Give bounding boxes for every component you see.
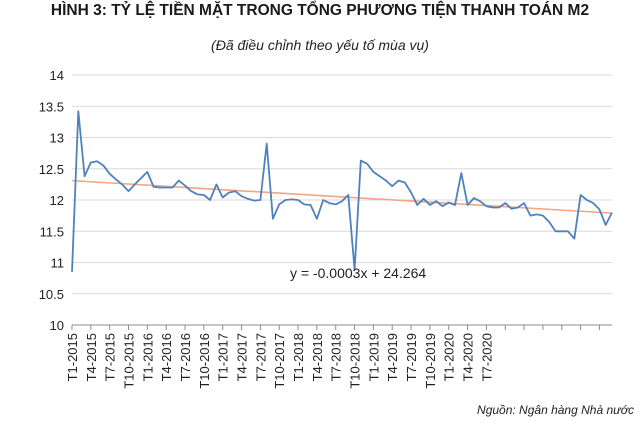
y-tick-label: 13: [50, 131, 64, 146]
trendline-group: [71, 179, 613, 214]
chart-subtitle: (Đã điều chỉnh theo yếu tố mùa vụ): [211, 37, 429, 53]
x-tick-label: T10-2015: [122, 333, 137, 389]
series-line: [71, 110, 613, 272]
x-tick-label: T10-2018: [348, 333, 363, 389]
x-axis: T1-2015 T4-2015 T7-2015 T10-2015 T1-2016 T4-2…: [65, 324, 612, 389]
y-tick-label: 11: [51, 256, 65, 271]
y-tick-label: 14: [50, 68, 64, 83]
series-group: [71, 110, 613, 272]
chart-title: HÌNH 3: TỶ LỆ TIỀN MẶT TRONG TỔNG PHƯƠNG…: [50, 2, 590, 19]
y-tick-label: 11.5: [40, 224, 64, 239]
y-tick-label: 12.5: [39, 162, 64, 177]
y-tick-label: 10.5: [39, 287, 64, 302]
gridlines: [72, 74, 612, 295]
x-tick-label: T1-2020: [442, 333, 457, 381]
x-tick-label: T7-2017: [253, 333, 268, 381]
x-tick-label: T1-2018: [291, 333, 306, 381]
x-tick-label: T1-2017: [216, 333, 231, 381]
y-axis: 10 10.5 11 11.5 12 12.5 13 13.5 14: [39, 68, 64, 333]
x-tick-label: T7-2016: [178, 333, 193, 381]
x-tick-label: T7-2018: [329, 333, 344, 381]
trendline: [71, 179, 613, 214]
x-tick-label: T4-2016: [159, 333, 174, 381]
x-tick-label: T4-2018: [310, 333, 325, 381]
x-tick-label: T7-2020: [479, 333, 494, 381]
x-tick-label: T4-2019: [385, 333, 400, 381]
y-tick-label: 12: [50, 193, 64, 208]
x-tick-label: T4-2017: [235, 333, 250, 381]
y-tick-label: 10: [50, 318, 64, 333]
x-tick-label: T7-2019: [404, 333, 419, 381]
source-note: Nguồn: Ngân hàng Nhà nước: [477, 403, 634, 417]
x-tick-label: T10-2017: [272, 333, 287, 389]
x-tick-label: T1-2015: [65, 333, 80, 381]
x-tick-label: T10-2019: [423, 333, 438, 389]
annotation-group: y = -0.0003x + 24.264: [290, 265, 426, 281]
y-tick-label: 13.5: [39, 99, 64, 114]
x-tick-label: T4-2015: [84, 333, 99, 381]
x-tick-label: T10-2016: [197, 333, 212, 389]
trendline-equation: y = -0.0003x + 24.264: [290, 265, 426, 281]
x-tick-label: T1-2016: [140, 333, 155, 381]
x-tick-label: T4-2020: [461, 333, 476, 381]
x-tick-label: T7-2015: [103, 333, 118, 381]
x-tick-label: T1-2019: [366, 333, 381, 381]
